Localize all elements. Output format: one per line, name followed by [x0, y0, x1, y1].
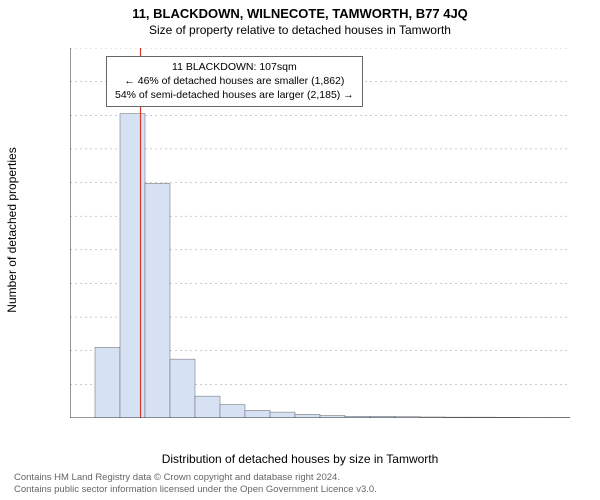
infobox-line2: ← 46% of detached houses are smaller (1,…: [115, 74, 354, 88]
histogram-bar: [245, 410, 270, 418]
page-title: 11, BLACKDOWN, WILNECOTE, TAMWORTH, B77 …: [0, 0, 600, 21]
histogram-bar: [295, 414, 320, 418]
infobox-line1: 11 BLACKDOWN: 107sqm: [115, 60, 354, 74]
marker-info-box: 11 BLACKDOWN: 107sqm ← 46% of detached h…: [106, 56, 363, 107]
attribution-footer: Contains HM Land Registry data © Crown c…: [14, 472, 377, 496]
footer-line1: Contains HM Land Registry data © Crown c…: [14, 472, 377, 484]
histogram-bar: [170, 359, 195, 418]
histogram-bar: [220, 405, 245, 418]
histogram-bar: [195, 396, 220, 418]
histogram-bar: [270, 412, 295, 418]
y-axis-label: Number of detached properties: [5, 147, 19, 312]
histogram-bar: [145, 183, 170, 418]
histogram-bar: [120, 114, 145, 418]
footer-line2: Contains public sector information licen…: [14, 484, 377, 496]
infobox-line3: 54% of semi-detached houses are larger (…: [115, 88, 354, 102]
page-subtitle: Size of property relative to detached ho…: [0, 21, 600, 37]
x-axis-label: Distribution of detached houses by size …: [0, 452, 600, 466]
histogram-bar: [95, 347, 120, 418]
